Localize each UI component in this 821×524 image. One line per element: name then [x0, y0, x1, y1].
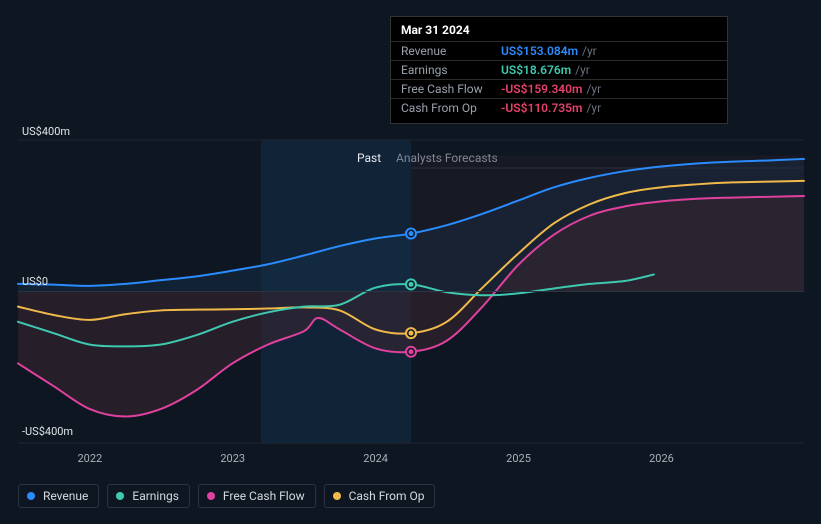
- legend-dot: [116, 492, 124, 500]
- legend-label: Revenue: [43, 489, 88, 503]
- legend-dot: [27, 492, 35, 500]
- tooltip-row-unit: /yr: [586, 101, 601, 115]
- legend-dot: [207, 492, 215, 500]
- legend-item-cfo[interactable]: Cash From Op: [324, 484, 436, 508]
- tooltip-row-unit: /yr: [575, 63, 590, 77]
- legend-label: Cash From Op: [349, 489, 425, 503]
- tooltip-row-fcf: Free Cash Flow -US$159.340m /yr: [391, 79, 727, 98]
- tooltip-row-earnings: Earnings US$18.676m /yr: [391, 60, 727, 79]
- chart-legend: Revenue Earnings Free Cash Flow Cash Fro…: [18, 484, 435, 508]
- financials-forecast-chart: US$400m US$0 -US$400m Past Analysts Fore…: [0, 0, 821, 524]
- x-tick-label: 2023: [220, 452, 245, 465]
- legend-item-fcf[interactable]: Free Cash Flow: [198, 484, 316, 508]
- tooltip-title: Mar 31 2024: [391, 23, 727, 41]
- legend-dot: [333, 492, 341, 500]
- past-label: Past: [357, 151, 381, 165]
- tooltip-row-label: Earnings: [401, 63, 501, 77]
- legend-item-revenue[interactable]: Revenue: [18, 484, 99, 508]
- tooltip-row-revenue: Revenue US$153.084m /yr: [391, 41, 727, 60]
- tooltip-row-label: Revenue: [401, 44, 501, 58]
- tooltip-row-value: US$153.084m: [501, 44, 578, 58]
- tooltip-row-label: Cash From Op: [401, 101, 501, 115]
- x-tick-label: 2024: [363, 452, 388, 465]
- tooltip-row-label: Free Cash Flow: [401, 82, 501, 96]
- forecast-label: Analysts Forecasts: [396, 151, 498, 165]
- tooltip-row-value: -US$110.735m: [501, 101, 582, 115]
- tooltip-row-unit: /yr: [582, 44, 597, 58]
- tooltip-row-unit: /yr: [586, 82, 601, 96]
- tooltip-row-cfo: Cash From Op -US$110.735m /yr: [391, 98, 727, 117]
- legend-label: Earnings: [132, 489, 179, 503]
- x-tick-label: 2022: [77, 452, 102, 465]
- y-tick-label: US$0: [22, 275, 48, 288]
- chart-tooltip: Mar 31 2024 Revenue US$153.084m /yr Earn…: [390, 16, 728, 124]
- tooltip-row-value: US$18.676m: [501, 63, 571, 77]
- x-tick-label: 2026: [649, 452, 674, 465]
- y-tick-label: US$400m: [22, 125, 70, 138]
- tooltip-row-value: -US$159.340m: [501, 82, 582, 96]
- x-tick-label: 2025: [506, 452, 531, 465]
- legend-label: Free Cash Flow: [223, 489, 305, 503]
- legend-item-earnings[interactable]: Earnings: [107, 484, 190, 508]
- y-tick-label: -US$400m: [22, 425, 73, 438]
